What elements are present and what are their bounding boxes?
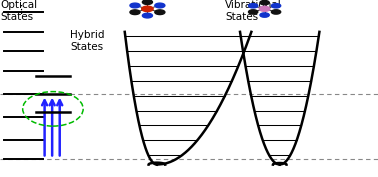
Circle shape (155, 3, 165, 8)
Circle shape (260, 1, 269, 5)
Circle shape (143, 13, 152, 18)
Text: Vibrational
States: Vibrational States (225, 0, 282, 22)
Text: Optical
States: Optical States (1, 0, 38, 22)
Text: ⋮: ⋮ (15, 5, 26, 15)
Circle shape (155, 10, 165, 15)
Circle shape (143, 0, 152, 4)
Circle shape (130, 10, 140, 15)
Circle shape (271, 4, 281, 8)
Circle shape (248, 10, 258, 14)
Circle shape (271, 10, 281, 14)
Circle shape (259, 6, 270, 11)
Circle shape (248, 4, 258, 8)
Circle shape (130, 3, 140, 8)
Circle shape (142, 6, 153, 12)
Circle shape (260, 13, 269, 17)
Text: Hybrid
States: Hybrid States (70, 30, 104, 52)
